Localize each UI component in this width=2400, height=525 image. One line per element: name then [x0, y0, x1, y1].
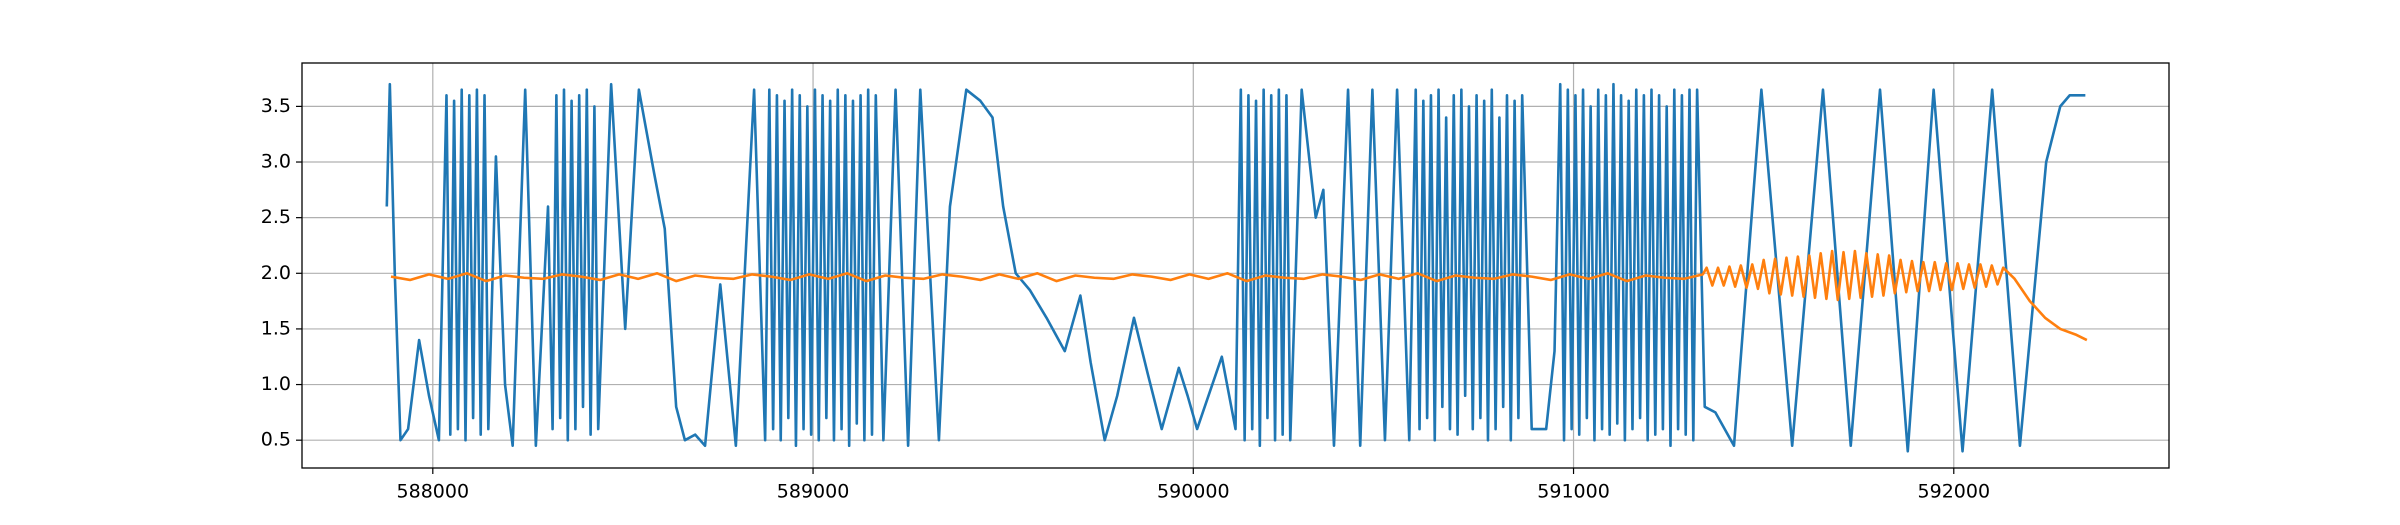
y-tick-label: 2.0 [261, 262, 291, 284]
x-tick-label: 591000 [1537, 481, 1610, 503]
y-tick-label: 3.5 [261, 95, 291, 117]
x-tick-label: 590000 [1157, 481, 1230, 503]
y-tick-label: 3.0 [261, 151, 291, 173]
plot-frame [301, 62, 2170, 469]
x-tick-label: 592000 [1918, 481, 1991, 503]
series-line [385, 82, 2086, 453]
x-tick-label: 589000 [777, 481, 850, 503]
y-tick-label: 0.5 [261, 429, 291, 451]
y-tick-label: 1.0 [261, 373, 291, 395]
y-tick-label: 2.5 [261, 206, 291, 228]
series-line [390, 249, 2088, 342]
x-tick-label: 588000 [397, 481, 470, 503]
y-tick-label: 1.5 [261, 317, 291, 339]
